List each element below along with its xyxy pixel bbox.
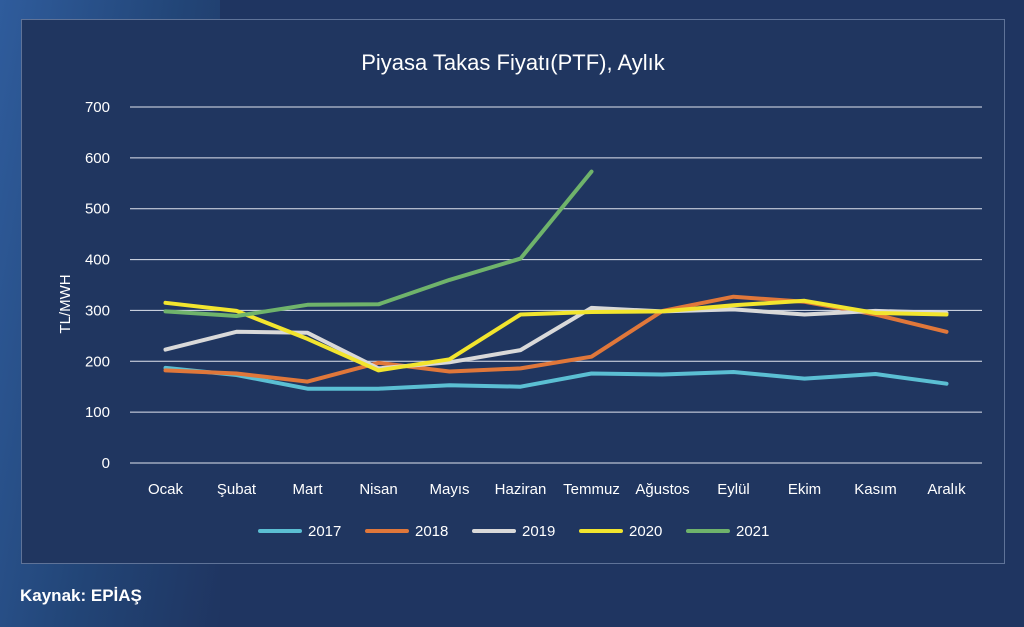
- y-tick-label: 500: [85, 201, 110, 218]
- series-line-2021: [163, 169, 594, 318]
- x-tick-label: Nisan: [359, 481, 397, 498]
- y-tick-label: 100: [85, 404, 110, 421]
- x-tick-label: Şubat: [217, 481, 257, 498]
- y-tick-label: 600: [85, 150, 110, 167]
- x-tick-label: Kasım: [854, 481, 897, 498]
- x-tick-label: Eylül: [717, 481, 750, 498]
- chart-title: Piyasa Takas Fiyatı(PTF), Aylık: [361, 50, 666, 75]
- series-line-2020: [163, 298, 949, 373]
- y-tick-label: 0: [102, 455, 110, 472]
- x-tick-label: Mart: [293, 481, 324, 498]
- legend-label-2018: 2018: [415, 523, 448, 540]
- legend-label-2019: 2019: [522, 523, 555, 540]
- x-tick-label: Ekim: [788, 481, 821, 498]
- x-tick-label: Mayıs: [429, 481, 469, 498]
- x-tick-label: Ağustos: [635, 481, 689, 498]
- y-tick-label: 200: [85, 353, 110, 370]
- series-line-2019: [163, 305, 949, 371]
- series-line-2017: [163, 365, 949, 391]
- legend-label-2021: 2021: [736, 523, 769, 540]
- x-tick-label: Haziran: [495, 481, 547, 498]
- source-label: Kaynak: EPİAŞ: [20, 586, 142, 605]
- y-tick-label: 400: [85, 252, 110, 269]
- x-tick-label: Aralık: [927, 481, 966, 498]
- y-tick-label: 300: [85, 302, 110, 319]
- legend-label-2020: 2020: [629, 523, 662, 540]
- x-tick-label: Temmuz: [563, 481, 620, 498]
- y-axis-label: TL/MWH: [57, 274, 74, 333]
- x-tick-label: Ocak: [148, 481, 184, 498]
- chart-panel: Piyasa Takas Fiyatı(PTF), Aylık TL/MWH 0…: [21, 19, 1005, 564]
- line-chart: Piyasa Takas Fiyatı(PTF), Aylık TL/MWH 0…: [57, 50, 982, 540]
- legend-label-2017: 2017: [308, 523, 341, 540]
- y-tick-label: 700: [85, 99, 110, 116]
